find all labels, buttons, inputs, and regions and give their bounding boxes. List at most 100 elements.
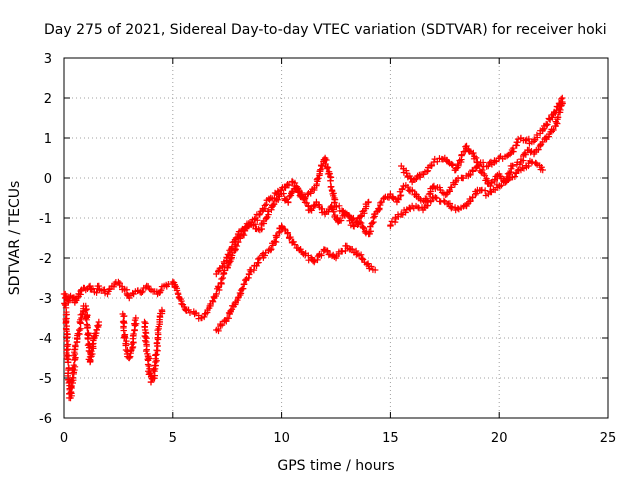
data-point-trail (77, 325, 84, 332)
data-point-trail (506, 169, 513, 177)
data-point-trail (389, 194, 397, 202)
data-point-trail (317, 168, 324, 175)
data-point-trail (268, 245, 275, 253)
data-point-trail (498, 182, 505, 189)
data-point-trail (285, 199, 292, 206)
data-point-trail (229, 302, 236, 309)
data-point (371, 266, 379, 274)
data-point-trail (284, 180, 291, 188)
data-point-trail (94, 322, 101, 329)
series-hoki-deep-dip (141, 306, 166, 386)
data-point-trail (307, 254, 315, 261)
data-point-trail (357, 219, 365, 227)
x-tick-label: 10 (273, 431, 290, 446)
data-point-trail (317, 161, 325, 169)
data-point-trail (315, 175, 322, 182)
x-tick-label: 25 (600, 431, 617, 446)
data-point-trail (413, 175, 420, 182)
data-point-trail (358, 213, 365, 220)
data-point-trail (214, 325, 222, 333)
y-tick-label: -1 (39, 212, 52, 227)
data-point-trail (93, 289, 100, 296)
data-point-trail (336, 202, 343, 210)
data-point-trail (271, 194, 278, 202)
data-point-trail (465, 147, 472, 154)
data-point (365, 198, 372, 206)
data-point-trail (307, 190, 314, 197)
data-point-trail (121, 319, 128, 327)
data-point-trail (448, 161, 456, 168)
series-hoki-late-lower (387, 157, 546, 230)
data-point-trail (298, 191, 306, 198)
data-point-trail (239, 285, 247, 292)
plot-frame (63, 57, 609, 419)
data-point-trail (323, 156, 330, 164)
data-point-trail (554, 114, 562, 121)
data-point-trail (324, 247, 331, 255)
data-point-trail (287, 233, 294, 241)
data-point-trail (215, 284, 222, 291)
data-point-trail (240, 226, 248, 233)
y-tick-label: -4 (39, 332, 52, 347)
data-point-trail (377, 201, 384, 209)
data-point-trail (549, 114, 556, 121)
data-series (60, 94, 566, 402)
data-point (267, 246, 274, 254)
data-point (539, 166, 546, 174)
data-point-trail (550, 126, 557, 134)
data-point-trail (445, 158, 452, 166)
data-point-trail (144, 361, 152, 368)
data-point-trail (143, 347, 150, 355)
data-point-trail (349, 246, 356, 253)
data-point-trail (285, 181, 293, 189)
data-point-trail (525, 135, 533, 143)
y-tick-label: -5 (39, 372, 52, 387)
data-point-trail (82, 307, 89, 314)
data-point-trail (432, 194, 439, 201)
data-point-trail (254, 217, 261, 224)
data-point-trail (413, 191, 420, 198)
data-point (485, 162, 492, 170)
x-tick-label: 5 (169, 431, 177, 446)
data-point (147, 378, 155, 386)
data-point-trail (86, 356, 94, 363)
data-point-trail (318, 252, 325, 259)
y-tick-label: -3 (39, 292, 52, 307)
data-point-trail (358, 255, 365, 262)
data-point-trail (387, 221, 394, 229)
data-point-trail (209, 298, 217, 305)
data-point-trail (232, 234, 240, 241)
data-point-trail (402, 209, 409, 216)
data-point-trail (409, 187, 416, 195)
data-point (430, 182, 438, 190)
data-point-trail (479, 159, 487, 166)
data-point-trail (261, 252, 269, 259)
data-point-trail (110, 283, 118, 291)
data-point-trail (295, 187, 302, 195)
data-point-trail (186, 309, 194, 317)
data-point-trail (532, 160, 540, 167)
data-point-trail (217, 279, 225, 287)
data-point (559, 94, 566, 102)
y-axis: -6 -5 -4 -3 -2 -1 0 1 2 3 (39, 52, 608, 427)
series-hoki-early-dip (61, 294, 87, 402)
data-point-trail (327, 183, 334, 191)
data-point-trail (350, 223, 358, 230)
series-hoki (60, 98, 566, 322)
data-point-trail (62, 294, 69, 301)
data-point-trail (542, 122, 550, 129)
series-hoki-early-bump (82, 302, 103, 366)
data-point-trail (200, 313, 208, 321)
data-point (224, 254, 231, 262)
data-point-trail (481, 187, 489, 194)
y-tick-label: 2 (44, 92, 52, 107)
data-point-trail (423, 168, 431, 175)
chart-title: Day 275 of 2021, Sidereal Day-to-day VTE… (44, 22, 607, 38)
data-point-trail (376, 205, 383, 212)
data-point-trail (440, 197, 448, 204)
data-point-trail (528, 159, 536, 166)
data-point (487, 182, 494, 190)
data-point-trail (234, 233, 241, 241)
data-point (263, 214, 270, 222)
data-point-trail (359, 223, 366, 230)
